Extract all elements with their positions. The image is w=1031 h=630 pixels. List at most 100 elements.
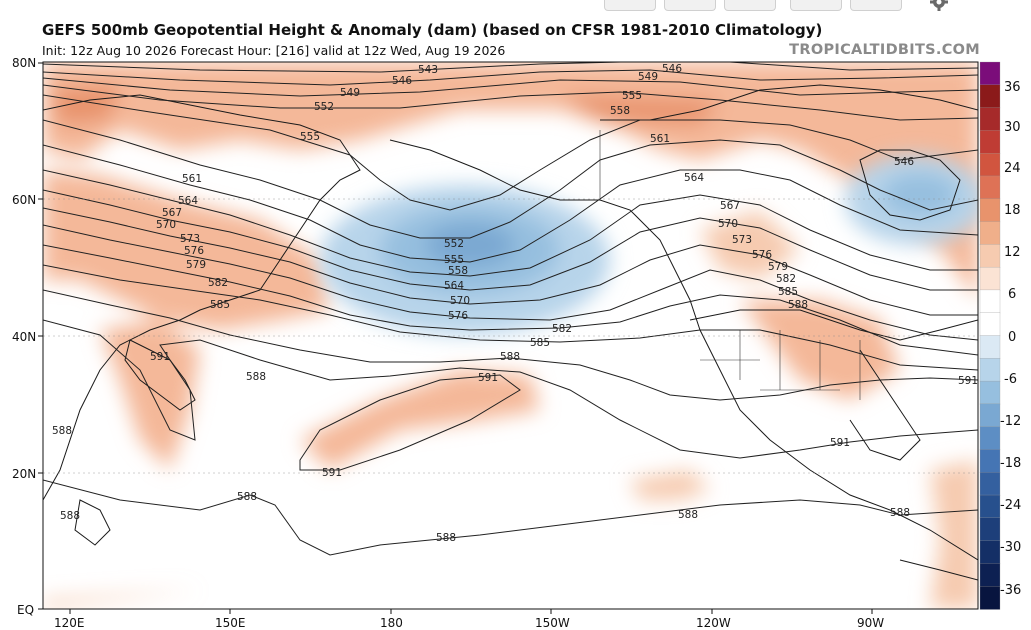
- contour-label: 561: [650, 133, 670, 145]
- contour-label: 585: [210, 299, 230, 311]
- contour-label: 567: [162, 207, 182, 219]
- contour-label: 585: [530, 337, 550, 349]
- contour-label: 546: [392, 75, 412, 87]
- contour-label: 543: [418, 64, 438, 76]
- colorbar-tick: -24: [1000, 498, 1021, 513]
- lat-label: 60N: [12, 193, 36, 207]
- contour-label: 549: [340, 87, 360, 99]
- colorbar-tick: -30: [1000, 540, 1021, 555]
- colorbar-swatch: [979, 289, 1001, 314]
- colorbar-swatch: [979, 221, 1001, 245]
- colorbar-swatch: [979, 61, 1001, 86]
- contour-label: 549: [638, 71, 658, 83]
- contour-label: 576: [752, 249, 772, 261]
- colorbar-tick: 30: [1004, 120, 1021, 135]
- lat-label: 20N: [12, 467, 36, 481]
- contour-label: 579: [186, 259, 206, 271]
- colorbar-swatch: [979, 312, 1001, 337]
- toolbar-button-5[interactable]: [850, 0, 902, 11]
- contour-label: 555: [300, 131, 320, 143]
- colorbar-swatch: [979, 403, 1001, 428]
- contour-label: 588: [52, 425, 72, 437]
- contour-label: 591: [830, 437, 850, 449]
- colorbar-swatch: [979, 426, 1001, 451]
- lat-label: 80N: [12, 56, 36, 70]
- contour-label: 591: [322, 467, 342, 479]
- contour-label: 591: [958, 375, 978, 387]
- contour-label: 567: [720, 200, 740, 212]
- contour-label: 552: [444, 238, 464, 250]
- contour-label: 561: [182, 173, 202, 185]
- lat-label: 40N: [12, 330, 36, 344]
- contour-label: 579: [768, 261, 788, 273]
- colorbar-swatch: [979, 517, 1001, 542]
- longitude-labels: 120E 150E 180 150W 120W 90W: [54, 609, 884, 630]
- colorbar-tick: 0: [1008, 330, 1016, 345]
- lon-label: 120W: [696, 616, 731, 630]
- contour-label: 582: [552, 323, 572, 335]
- contour-label: 552: [314, 101, 334, 113]
- colorbar-swatch: [979, 175, 1001, 200]
- lon-label: 150W: [535, 616, 570, 630]
- graticule: [43, 198, 978, 474]
- colorbar-swatch: [979, 153, 1001, 177]
- colorbar-tick: 18: [1004, 203, 1021, 218]
- colorbar-ticks: 36 30 24 18 12 6 0 -6 -12 -18 -24 -30 -3…: [1000, 80, 1021, 598]
- contour-label: 591: [478, 372, 498, 384]
- colorbar-swatch: [979, 84, 1001, 109]
- colorbar-tick: -6: [1004, 372, 1017, 387]
- colorbar-swatch: [979, 586, 1001, 610]
- latitude-labels: 80N 60N 40N 20N EQ: [12, 56, 43, 617]
- contour-label: 576: [184, 245, 204, 257]
- page-title: GEFS 500mb Geopotential Height & Anomaly…: [42, 21, 823, 39]
- contour-label: 582: [208, 277, 228, 289]
- gear-icon[interactable]: [929, 0, 949, 12]
- contour-label: 564: [178, 195, 198, 207]
- contour-label: 573: [180, 233, 200, 245]
- colorbar-swatch: [979, 266, 1001, 291]
- colorbar-swatch: [979, 107, 1001, 132]
- colorbar-tick: 6: [1008, 287, 1016, 302]
- colorbar-swatch: [979, 335, 1001, 359]
- contour-label: 564: [684, 172, 704, 184]
- colorbar-swatch: [979, 449, 1001, 473]
- lat-label: EQ: [17, 603, 34, 617]
- colorbar-swatch: [979, 494, 1001, 519]
- negative-anomaly-shading: [320, 155, 978, 335]
- toolbar-button-3[interactable]: [724, 0, 776, 11]
- colorbar-tick: 36: [1004, 80, 1021, 95]
- political-borders: [599, 130, 861, 400]
- contour-label: 588: [237, 491, 257, 503]
- contour-label: 558: [448, 265, 468, 277]
- colorbar-swatch: [979, 563, 1001, 587]
- height-contours: [43, 62, 978, 556]
- contour-label: 546: [894, 156, 914, 168]
- colorbar-swatch: [979, 358, 1001, 382]
- colorbar-swatch: [979, 244, 1001, 268]
- contour-label: 591: [150, 351, 170, 363]
- contour-label: 588: [890, 507, 910, 519]
- colorbar-swatch: [979, 130, 1001, 154]
- toolbar-button-4[interactable]: [790, 0, 842, 11]
- contour-label: 570: [450, 295, 470, 307]
- colorbar-swatch: [979, 198, 1001, 223]
- contour-label: 558: [610, 105, 630, 117]
- contour-label: 588: [60, 510, 80, 522]
- toolbar-button-2[interactable]: [664, 0, 716, 11]
- contour-label: 588: [246, 371, 266, 383]
- contour-label: 570: [718, 218, 738, 230]
- contour-label: 570: [156, 219, 176, 231]
- contour-label: 585: [778, 286, 798, 298]
- colorbar-tick: 12: [1004, 245, 1021, 260]
- contour-label: 576: [448, 310, 468, 322]
- contour-label: 555: [444, 254, 464, 266]
- lon-label: 150E: [215, 616, 246, 630]
- brand-watermark[interactable]: TROPICALTIDBITS.COM: [789, 42, 980, 58]
- colorbar-swatch: [979, 472, 1001, 496]
- lon-label: 180: [380, 616, 403, 630]
- colorbar-tick: 24: [1004, 161, 1021, 176]
- forecast-subtitle: Init: 12z Aug 10 2026 Forecast Hour: [21…: [42, 43, 506, 58]
- toolbar-button-1[interactable]: [604, 0, 656, 11]
- contour-label: 588: [436, 532, 456, 544]
